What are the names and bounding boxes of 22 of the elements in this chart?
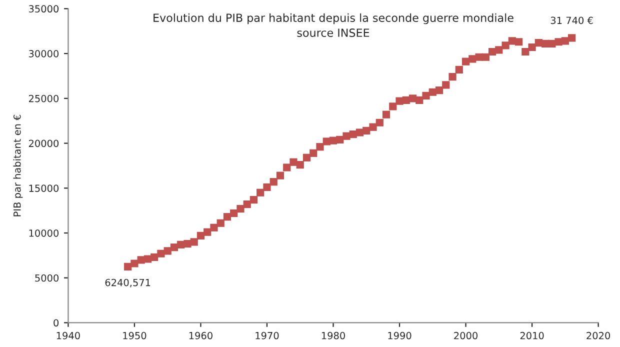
chart-title: Evolution du PIB par habitant depuis la seconde guerre mondiale [154, 13, 514, 24]
y-tick-label: 0 [54, 319, 59, 327]
x-tick-label: 1940 [56, 332, 80, 340]
y-tick-label: 35000 [28, 5, 59, 13]
data-label: 6240,571 [105, 278, 150, 288]
text: source INSEE [297, 28, 370, 37]
y-tick-label: 20000 [28, 140, 59, 148]
y-tick-label: 15000 [29, 184, 59, 192]
x-tick-label: 1960 [189, 332, 212, 340]
x-tick-label: 2000 [454, 332, 478, 340]
x-tick-label: 1950 [123, 332, 146, 340]
x-tick-label: 1980 [322, 332, 345, 340]
y-tick-label: 5000 [35, 274, 59, 282]
y-axis-title: PIB par habitant en € [13, 114, 23, 216]
x-tick-label: 1970 [256, 332, 279, 340]
x-tick-label: 2010 [520, 332, 544, 340]
y-tick-label: 25000 [28, 94, 59, 102]
x-tick-label: 2020 [586, 332, 610, 340]
data-label: 31 740 € [550, 16, 593, 24]
x-tick-label: 1990 [388, 332, 412, 340]
y-tick-label: 10000 [29, 229, 59, 237]
y-tick-label: 30000 [28, 50, 59, 58]
